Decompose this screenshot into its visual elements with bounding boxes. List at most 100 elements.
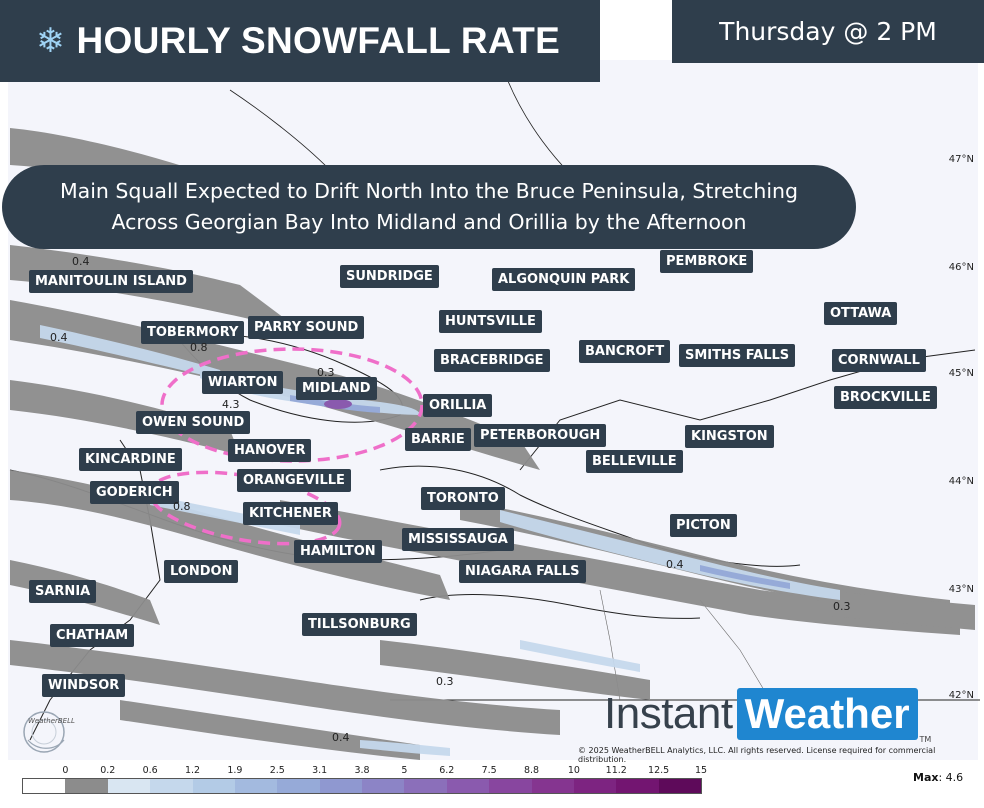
- max-label: Max: [913, 771, 939, 784]
- legend-tick-label: 8.8: [523, 765, 540, 776]
- latitude-label: 42°N: [948, 690, 974, 701]
- contour-value: 0.8: [173, 500, 191, 513]
- brand-instant: Instant: [604, 689, 733, 738]
- city-label: MANITOULIN ISLAND: [29, 270, 193, 293]
- brand-weather: Weather: [736, 688, 918, 740]
- snowflake-icon: ❄: [36, 21, 65, 61]
- city-label: MIDLAND: [296, 377, 377, 400]
- max-value: : 4.6: [938, 771, 964, 784]
- city-label: TORONTO: [421, 487, 505, 510]
- weatherbell-wordmark: WeatherBELL: [28, 717, 75, 725]
- legend-swatch: [23, 779, 66, 793]
- legend-tick-label: 1.2: [184, 765, 201, 776]
- contour-value: 0.8: [190, 341, 208, 354]
- legend-swatch: [192, 779, 235, 793]
- color-legend: [22, 778, 702, 794]
- city-label: PEMBROKE: [660, 250, 754, 273]
- city-label: PETERBOROUGH: [474, 424, 607, 447]
- latitude-label: 46°N: [948, 262, 974, 273]
- legend-tick-label: 11.2: [605, 765, 627, 776]
- legend-swatch: [658, 779, 701, 793]
- contour-value: 0.3: [317, 366, 335, 379]
- legend-swatch: [404, 779, 447, 793]
- city-label: NIAGARA FALLS: [459, 560, 586, 583]
- contour-value: 0.3: [833, 600, 851, 613]
- contour-value: 0.4: [332, 731, 350, 744]
- instant-weather-logo: Instant Weather TM: [604, 684, 931, 744]
- legend-tick-label: 5: [401, 765, 408, 776]
- contour-value: 0.4: [666, 558, 684, 571]
- legend-swatch: [65, 779, 108, 793]
- headline-line-1: Main Squall Expected to Drift North Into…: [59, 179, 799, 203]
- forecast-time: Thursday @ 2 PM: [672, 0, 984, 63]
- headline-banner: Main Squall Expected to Drift North Into…: [2, 165, 856, 249]
- city-label: BELLEVILLE: [586, 450, 683, 473]
- legend-swatch: [616, 779, 659, 793]
- legend-swatch: [150, 779, 193, 793]
- city-label: HAMILTON: [294, 540, 382, 563]
- legend-tick-label: 0: [62, 765, 69, 776]
- legend-tick-label: 0.6: [142, 765, 158, 776]
- legend-swatch: [107, 779, 151, 793]
- legend-tick-label: 1.9: [227, 765, 243, 776]
- max-value-label: Max: 4.6: [913, 771, 963, 784]
- legend-swatch: [531, 779, 574, 793]
- city-label: CHATHAM: [50, 624, 135, 647]
- city-label: BARRIE: [405, 428, 471, 451]
- headline-line-2: Across Georgian Bay Into Midland and Ori…: [111, 210, 747, 234]
- city-label: KINGSTON: [685, 425, 774, 448]
- latitude-label: 47°N: [948, 154, 974, 165]
- legend-swatch: [277, 779, 320, 793]
- title-bar: ❄ HOURLY SNOWFALL RATE: [0, 0, 600, 82]
- legend-tick-label: 10: [567, 765, 580, 776]
- contour-value: 0.4: [72, 255, 90, 268]
- city-label: HANOVER: [228, 439, 312, 462]
- legend-tick-label: 3.8: [354, 765, 370, 776]
- city-label: KITCHENER: [243, 502, 338, 525]
- city-label: HUNTSVILLE: [439, 310, 542, 333]
- legend-tick-label: 15: [694, 765, 708, 776]
- city-label: ORILLIA: [423, 394, 493, 417]
- city-label: WINDSOR: [42, 674, 126, 697]
- city-label: PARRY SOUND: [248, 316, 365, 339]
- legend-tick-label: 12.5: [648, 765, 670, 776]
- city-label: TILLSONBURG: [302, 613, 417, 636]
- brand-trademark: TM: [919, 735, 932, 744]
- city-label: OWEN SOUND: [136, 411, 251, 434]
- city-label: GODERICH: [90, 481, 179, 504]
- legend-swatch: [489, 779, 532, 793]
- contour-value: 4.3: [222, 398, 240, 411]
- city-label: BRACEBRIDGE: [434, 349, 550, 372]
- contour-value: 0.3: [436, 675, 454, 688]
- legend-swatch: [319, 779, 362, 793]
- legend-swatch: [573, 779, 617, 793]
- latitude-label: 44°N: [948, 476, 974, 487]
- city-label: PICTON: [670, 514, 737, 537]
- city-label: KINCARDINE: [79, 448, 182, 471]
- city-label: TOBERMORY: [141, 321, 245, 344]
- weatherbell-logo: [23, 711, 65, 753]
- city-label: SMITHS FALLS: [679, 344, 796, 367]
- legend-tick-label: 6.2: [439, 765, 455, 776]
- legend-tick-label: 0.2: [100, 765, 116, 776]
- city-label: OTTAWA: [824, 302, 898, 325]
- city-label: BANCROFT: [579, 340, 671, 363]
- city-label: LONDON: [164, 560, 239, 583]
- legend-tick-label: 3.1: [312, 765, 328, 776]
- city-label: SARNIA: [29, 580, 97, 603]
- city-label: MISSISSAUGA: [402, 528, 514, 551]
- squall-highlight-north: [160, 347, 424, 463]
- city-label: ORANGEVILLE: [237, 469, 351, 492]
- legend-swatch: [446, 779, 490, 793]
- latitude-label: 43°N: [948, 584, 974, 595]
- city-label: BROCKVILLE: [834, 386, 937, 409]
- legend-tick-label: 2.5: [269, 765, 285, 776]
- city-label: WIARTON: [202, 371, 284, 394]
- latitude-label: 45°N: [948, 368, 974, 379]
- legend-tick-label: 7.5: [481, 765, 497, 776]
- legend-swatch: [362, 779, 405, 793]
- legend-swatch: [234, 779, 278, 793]
- city-label: SUNDRIDGE: [340, 265, 439, 288]
- city-label: ALGONQUIN PARK: [492, 268, 636, 291]
- map-title: HOURLY SNOWFALL RATE: [76, 20, 561, 61]
